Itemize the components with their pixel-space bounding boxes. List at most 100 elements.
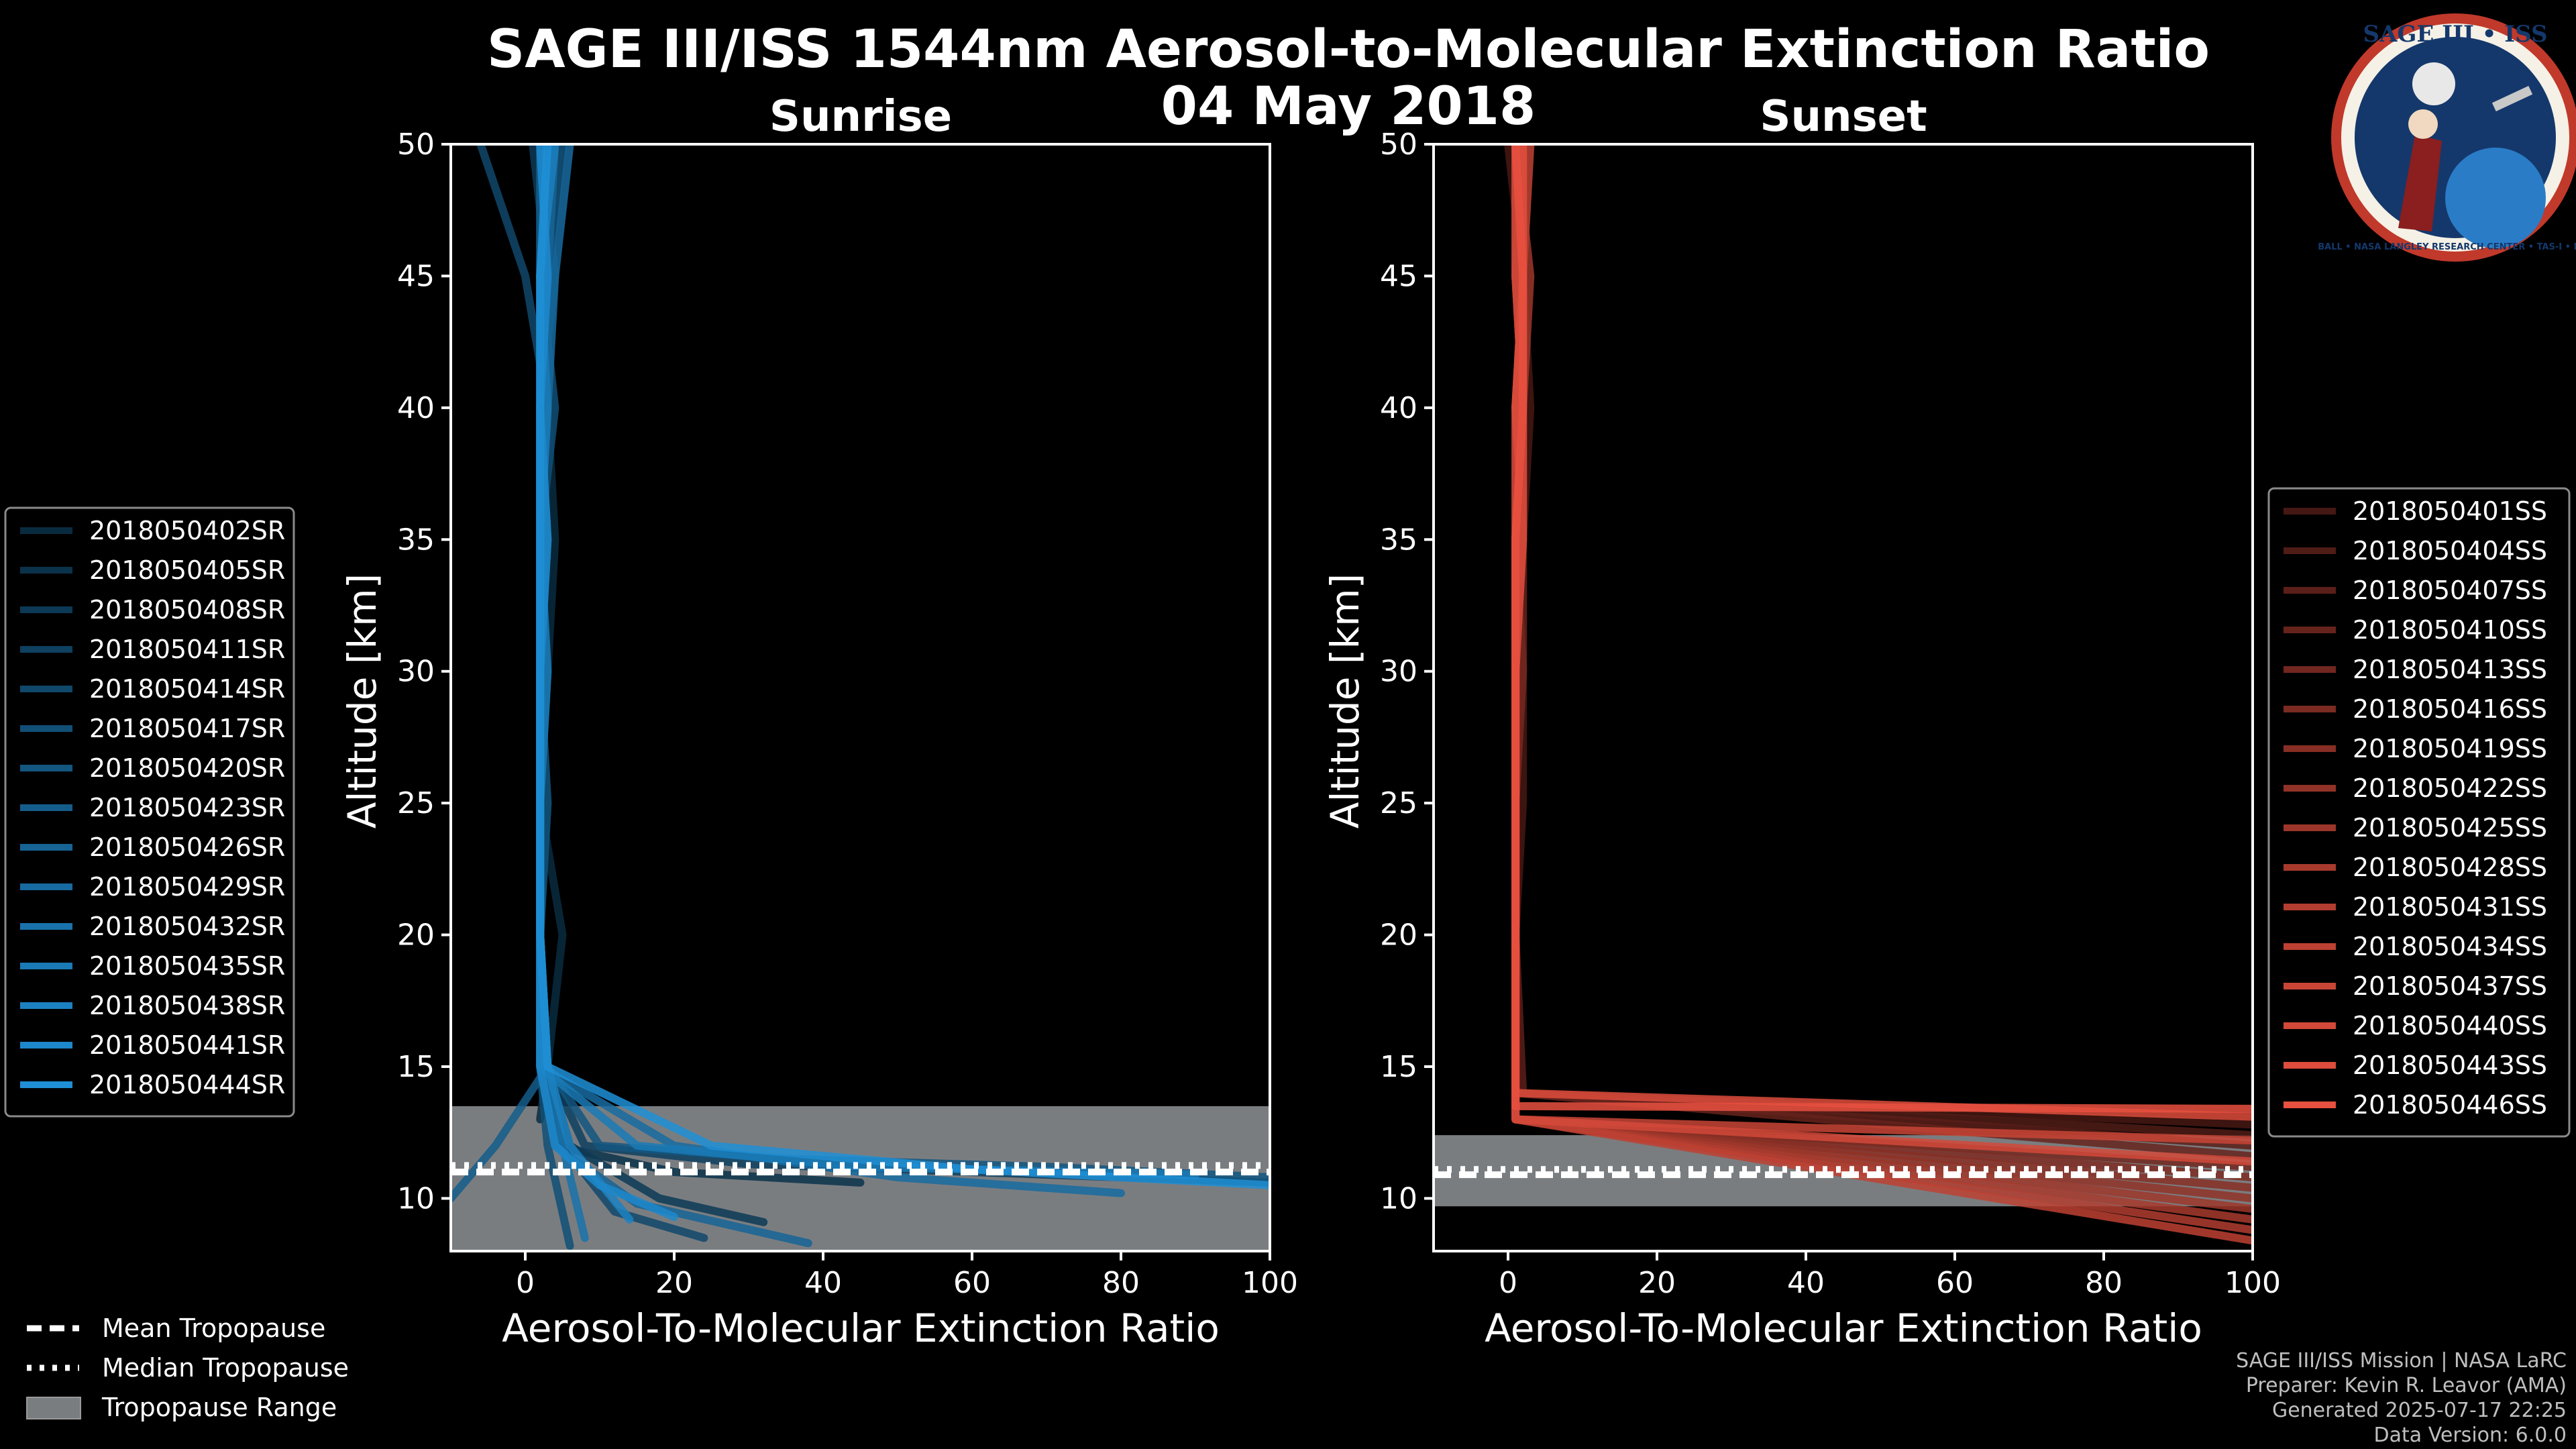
sunset-legend-label: 2018050413SS bbox=[2353, 655, 2547, 684]
median-tropopause-label: Median Tropopause bbox=[102, 1353, 349, 1383]
sunrise-x-tick-label: 80 bbox=[1102, 1266, 1140, 1300]
sunrise-legend-label: 2018050432SR bbox=[89, 912, 285, 941]
sunset-x-tick-label: 100 bbox=[2224, 1266, 2281, 1300]
sunset-x-tick-label: 40 bbox=[1787, 1266, 1825, 1300]
sunrise-legend-label: 2018050429SR bbox=[89, 872, 285, 902]
sage-iii-iss-logo: SAGE III • ISS BALL • NASA LANGLEY RESEA… bbox=[2318, 13, 2576, 262]
sunset-legend-label: 2018050422SS bbox=[2353, 773, 2547, 803]
sunset-x-tick-label: 80 bbox=[2085, 1266, 2123, 1300]
sunset-legend-label: 2018050425SS bbox=[2353, 813, 2547, 843]
logo-earth bbox=[2445, 148, 2546, 248]
sunset-y-tick-label: 45 bbox=[1380, 259, 1417, 293]
sunrise-legend-label: 2018050423SR bbox=[89, 793, 285, 822]
sunrise-legend: 2018050402SR 2018050405SR 2018050408SR 2018… bbox=[4, 506, 295, 1118]
sunset-legend-label: 2018050404SS bbox=[2353, 536, 2547, 566]
sunrise-legend-label: 2018050420SR bbox=[89, 753, 285, 783]
sunset-series-2018050446SS bbox=[1511, 144, 2253, 1113]
footer-preparer: Preparer: Kevin R. Leavor (AMA) bbox=[2246, 1374, 2567, 1397]
sunrise-legend-label: 2018050408SR bbox=[89, 595, 285, 625]
sunrise-plot-area bbox=[451, 144, 1270, 1251]
sunset-legend-label: 2018050401SS bbox=[2353, 496, 2547, 526]
sunrise-x-tick-label: 0 bbox=[516, 1266, 535, 1300]
tropopause-range-label: Tropopause Range bbox=[101, 1393, 337, 1422]
sunset-x-tick-label: 0 bbox=[1499, 1266, 1517, 1300]
sunset-x-axis-label: Aerosol-To-Molecular Extinction Ratio bbox=[1485, 1305, 2202, 1351]
sunset-legend-box bbox=[2267, 487, 2571, 1138]
footer-credits: SAGE III/ISS Mission | NASA LaRC Prepare… bbox=[2236, 1349, 2567, 1447]
sunrise-legend-label: 2018050444SR bbox=[89, 1070, 285, 1099]
tropopause-legend: Mean Tropopause Median Tropopause Tropop… bbox=[26, 1313, 349, 1422]
sunrise-y-tick-label: 20 bbox=[397, 918, 435, 953]
sunset-legend-label: 2018050446SS bbox=[2353, 1090, 2547, 1120]
sunset-y-tick-label: 15 bbox=[1380, 1050, 1417, 1084]
mean-tropopause-label: Mean Tropopause bbox=[102, 1313, 325, 1343]
sunrise-legend-label: 2018050405SR bbox=[89, 555, 285, 585]
sunset-y-tick-label: 25 bbox=[1380, 786, 1417, 820]
sunset-legend-label: 2018050437SS bbox=[2353, 971, 2547, 1001]
sunset-y-tick-label: 20 bbox=[1380, 918, 1417, 953]
footer-version: Data Version: 6.0.0 bbox=[2374, 1424, 2567, 1447]
tropopause-range-swatch bbox=[26, 1397, 81, 1419]
logo-moon bbox=[2412, 62, 2455, 105]
sunset-y-tick-label: 40 bbox=[1380, 391, 1417, 425]
sunset-legend: 2018050401SS 2018050404SS 2018050407SS 2018… bbox=[2267, 487, 2571, 1138]
sunset-plot-area bbox=[1434, 144, 2253, 1251]
sunset-legend-label: 2018050419SS bbox=[2353, 734, 2547, 763]
sunset-legend-label: 2018050440SS bbox=[2353, 1011, 2547, 1040]
sunrise-y-tick-label: 40 bbox=[397, 391, 435, 425]
logo-iss-icon bbox=[2491, 85, 2533, 112]
main-date: 04 May 2018 bbox=[1161, 76, 1536, 137]
sunset-y-tick-label: 30 bbox=[1380, 655, 1417, 689]
sunrise-legend-label: 2018050426SR bbox=[89, 833, 285, 862]
logo-ring-text: BALL • NASA LANGLEY RESEARCH CENTER • TA… bbox=[2318, 242, 2576, 252]
sunset-legend-label: 2018050407SS bbox=[2353, 576, 2547, 605]
sunrise-series-2018050444SR bbox=[536, 144, 1270, 1189]
sunrise-legend-label: 2018050411SR bbox=[89, 635, 285, 664]
sunset-plot-panel: 0 20 40 60 80 100 10 15 20 25 30 35 40 45 50 bbox=[1380, 127, 2281, 1300]
sunset-legend-label: 2018050410SS bbox=[2353, 615, 2547, 645]
logo-figure bbox=[2398, 134, 2442, 231]
sunset-axes-frame bbox=[1432, 143, 2254, 1252]
sunrise-axes-frame bbox=[449, 143, 1271, 1252]
main-title: SAGE III/ISS 1544nm Aerosol-to-Molecular… bbox=[487, 19, 2210, 80]
sunset-y-tick-label: 50 bbox=[1380, 127, 1417, 162]
sunrise-plot-panel: 0 20 40 60 80 100 10 15 20 25 30 35 40 45 50 bbox=[397, 127, 1298, 1300]
sunrise-y-tick-label: 45 bbox=[397, 259, 435, 293]
sunrise-x-tick-label: 60 bbox=[953, 1266, 991, 1300]
sunset-y-tick-label: 35 bbox=[1380, 523, 1417, 557]
sunrise-legend-label: 2018050417SR bbox=[89, 714, 285, 743]
sunrise-y-axis-label: Altitude [km] bbox=[339, 574, 385, 828]
sunset-legend-label: 2018050428SS bbox=[2353, 853, 2547, 882]
sunrise-y-tick-label: 15 bbox=[397, 1050, 435, 1084]
footer-generated: Generated 2025-07-17 22:25 bbox=[2272, 1399, 2567, 1422]
sunrise-y-tick-label: 30 bbox=[397, 655, 435, 689]
sunrise-y-tick-label: 25 bbox=[397, 786, 435, 820]
sunrise-x-tick-label: 40 bbox=[804, 1266, 842, 1300]
sunrise-legend-label: 2018050438SR bbox=[89, 991, 285, 1020]
logo-title-text: SAGE III • ISS bbox=[2363, 21, 2547, 48]
sunrise-legend-label: 2018050435SR bbox=[89, 951, 285, 981]
sunset-legend-label: 2018050416SS bbox=[2353, 694, 2547, 724]
sunset-y-tick-label: 10 bbox=[1380, 1181, 1417, 1216]
sunrise-legend-box bbox=[4, 506, 295, 1118]
sunset-legend-label: 2018050431SS bbox=[2353, 892, 2547, 922]
sunrise-x-tick-label: 20 bbox=[655, 1266, 693, 1300]
sunset-legend-label: 2018050434SS bbox=[2353, 932, 2547, 961]
sunrise-panel-title: Sunrise bbox=[769, 92, 952, 142]
sunset-x-tick-label: 20 bbox=[1638, 1266, 1676, 1300]
sunrise-legend-label: 2018050414SR bbox=[89, 674, 285, 704]
sunset-panel-title: Sunset bbox=[1760, 92, 1927, 142]
sunrise-y-tick-label: 35 bbox=[397, 523, 435, 557]
sunset-y-axis-label: Altitude [km] bbox=[1322, 574, 1368, 828]
sunset-x-tick-label: 60 bbox=[1936, 1266, 1974, 1300]
logo-figure-head bbox=[2408, 109, 2438, 139]
sunrise-legend-label: 2018050402SR bbox=[89, 516, 285, 545]
sunrise-x-tick-label: 100 bbox=[1242, 1266, 1298, 1300]
sunrise-x-axis-label: Aerosol-To-Molecular Extinction Ratio bbox=[502, 1305, 1220, 1351]
sunrise-y-tick-label: 10 bbox=[397, 1181, 435, 1216]
sunset-legend-label: 2018050443SS bbox=[2353, 1051, 2547, 1080]
footer-mission: SAGE III/ISS Mission | NASA LaRC bbox=[2236, 1349, 2567, 1373]
sunrise-y-tick-label: 50 bbox=[397, 127, 435, 162]
sunrise-legend-label: 2018050441SR bbox=[89, 1030, 285, 1060]
